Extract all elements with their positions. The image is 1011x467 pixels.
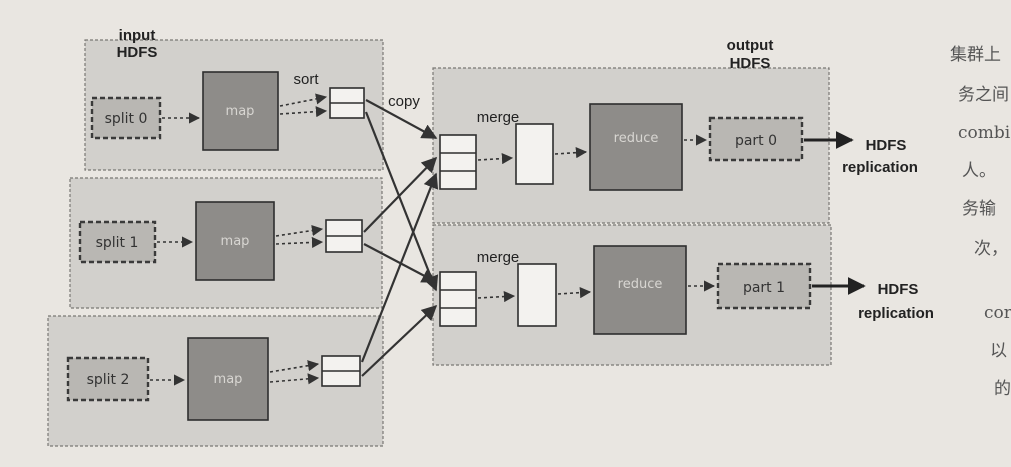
copy-arrow-0-to-0	[365, 99, 438, 139]
copy-arrow-2-to-0	[360, 172, 439, 363]
hdfs-replication-0-line2: replication	[842, 159, 918, 176]
part-label-1: part 1	[743, 280, 785, 296]
merged-to-reduce-arrow-0	[554, 147, 588, 159]
reduce-box-0	[589, 103, 683, 191]
margin-text-0: 集群上	[950, 45, 1001, 65]
margin-text-8: 的	[994, 379, 1011, 399]
margin-text-3: 人。	[962, 161, 996, 181]
merged-to-reduce-arrow-1	[557, 287, 592, 299]
map-to-buffer-arrow-2b	[269, 373, 320, 385]
merge-arrow-1	[477, 290, 516, 303]
map-to-buffer-arrow-0b	[279, 106, 328, 118]
margin-text-6: cor	[984, 303, 1011, 323]
copy-arrow-2-to-1	[361, 304, 438, 377]
merged-file-1	[517, 263, 557, 327]
hdfs-replication-1-line2: replication	[858, 305, 934, 322]
map-box-0	[202, 71, 279, 151]
merge-input-stack-0	[439, 134, 477, 190]
sort-label: sort	[293, 71, 319, 88]
map-to-buffer-arrow-2a	[269, 360, 320, 373]
margin-text-5: 次，	[974, 239, 1008, 259]
input-hdfs-label-1: input	[119, 27, 156, 44]
margin-text-1: 务之间	[958, 85, 1009, 105]
hdfs-replication-0-line1: HDFS	[866, 137, 907, 154]
split-box-1	[78, 220, 157, 264]
merged-file-0	[515, 123, 554, 185]
part-label-0: part 0	[735, 133, 777, 149]
hdfs-replication-1-line1: HDFS	[878, 281, 919, 298]
part-box-0	[708, 116, 804, 162]
map-to-buffer-arrow-1b	[275, 236, 324, 249]
map-output-buffer-2	[321, 355, 361, 387]
input-hdfs-label-2: HDFS	[117, 44, 158, 61]
reduce-label-0: reduce	[614, 131, 659, 146]
map-output-buffer-0	[329, 87, 365, 119]
merge-label-1: merge	[477, 249, 520, 266]
map-label-0: map	[226, 104, 255, 119]
map-to-buffer-arrow-0a	[279, 93, 328, 107]
map-to-buffer-arrow-1a	[275, 224, 324, 237]
output-hdfs-label-2: HDFS	[730, 55, 771, 72]
reduce-box-1	[593, 245, 687, 335]
copy-arrow-0-to-1	[364, 111, 439, 292]
split-label-2: split 2	[87, 372, 130, 388]
merge-input-stack-1	[439, 271, 477, 327]
map-label-1: map	[221, 234, 250, 249]
margin-text-7: 以	[990, 341, 1007, 361]
margin-text: 集群上 务之间 combi 人。 务输 次， cor 以 的	[950, 45, 1011, 399]
merge-label-0: merge	[477, 109, 520, 126]
margin-text-2: combi	[958, 123, 1011, 143]
split-label-1: split 1	[96, 235, 139, 251]
map-label-2: map	[214, 372, 243, 387]
part-box-1	[716, 262, 812, 310]
copy-label: copy	[388, 93, 420, 110]
map-box-1	[195, 201, 275, 281]
margin-text-4: 务输	[962, 199, 996, 219]
split-box-2	[66, 356, 150, 402]
output-hdfs-label-1: output	[727, 37, 774, 54]
copy-arrow-1-to-0	[363, 156, 438, 233]
map-output-buffer-1	[325, 219, 363, 253]
split-label-0: split 0	[105, 111, 148, 127]
map-box-2	[187, 337, 269, 421]
split-box-0	[90, 96, 162, 140]
reduce-label-1: reduce	[618, 277, 663, 292]
